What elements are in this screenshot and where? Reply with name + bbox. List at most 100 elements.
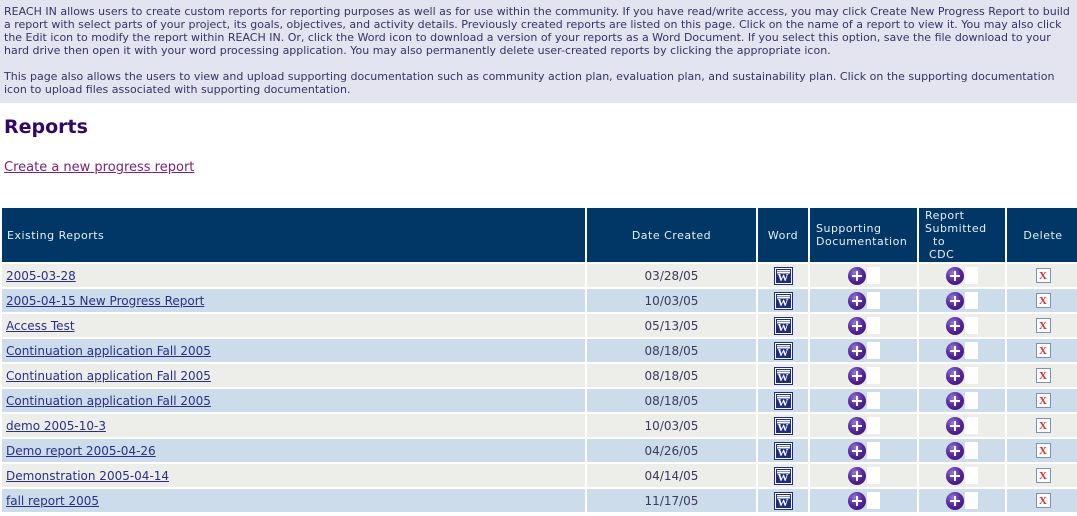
supporting-documentation-icon[interactable] bbox=[847, 391, 866, 410]
delete-cell: X bbox=[1007, 364, 1077, 389]
report-name-cell: Continuation application Fall 2005 bbox=[2, 364, 587, 389]
icon-spacer bbox=[965, 292, 978, 309]
supporting-documentation-icon-group bbox=[847, 416, 880, 435]
supporting-documentation-icon-group bbox=[847, 341, 880, 360]
word-icon[interactable]: W bbox=[773, 266, 793, 285]
word-icon[interactable]: W bbox=[773, 341, 793, 360]
word-cell: W bbox=[758, 389, 810, 414]
report-name-link[interactable]: fall report 2005 bbox=[6, 493, 100, 508]
supporting-documentation-icon[interactable] bbox=[847, 466, 866, 485]
report-submitted-to-cdc-icon-group bbox=[946, 391, 978, 410]
delete-icon[interactable]: X bbox=[1035, 493, 1051, 508]
report-name-link[interactable]: Access Test bbox=[6, 318, 75, 333]
supporting-documentation-icon[interactable] bbox=[847, 341, 866, 360]
delete-icon[interactable]: X bbox=[1035, 368, 1051, 383]
column-header-report-submitted-to-cdc: Report Submitted to CDC bbox=[919, 208, 1007, 264]
delete-icon[interactable]: X bbox=[1035, 293, 1051, 308]
report-submitted-to-cdc-cell bbox=[919, 489, 1007, 514]
table-row: Continuation application Fall 2005 08/18/… bbox=[2, 389, 1077, 414]
report-submitted-to-cdc-icon[interactable] bbox=[946, 441, 964, 460]
delete-cell: X bbox=[1007, 314, 1077, 339]
delete-icon[interactable]: X bbox=[1035, 343, 1051, 358]
report-name-cell: 2005-03-28 bbox=[2, 264, 587, 289]
word-icon-page-lines bbox=[776, 369, 790, 374]
table-row: 2005-03-28 03/28/05 W X bbox=[2, 264, 1077, 289]
delete-icon[interactable]: X bbox=[1035, 318, 1051, 333]
report-name-link[interactable]: Continuation application Fall 2005 bbox=[6, 393, 211, 408]
report-submitted-to-cdc-icon-group bbox=[946, 341, 978, 360]
icon-spacer bbox=[866, 442, 880, 459]
supporting-documentation-icon[interactable] bbox=[847, 441, 866, 460]
supporting-documentation-icon[interactable] bbox=[847, 491, 866, 510]
table-row: Demonstration 2005-04-14 04/14/05 W X bbox=[2, 464, 1077, 489]
table-row: fall report 2005 11/17/05 W X bbox=[2, 489, 1077, 514]
word-icon-page-lines bbox=[776, 294, 790, 299]
report-submitted-to-cdc-icon[interactable] bbox=[946, 341, 964, 360]
report-name-link[interactable]: Demo report 2005-04-26 bbox=[6, 443, 156, 458]
report-submitted-to-cdc-icon[interactable] bbox=[946, 391, 964, 410]
intro-text: REACH IN allows users to create custom r… bbox=[0, 0, 1077, 103]
report-date-created: 05/13/05 bbox=[587, 314, 758, 339]
table-row: Access Test 05/13/05 W X bbox=[2, 314, 1077, 339]
supporting-documentation-icon[interactable] bbox=[847, 366, 866, 385]
icon-spacer bbox=[866, 292, 880, 309]
table-row: demo 2005-10-3 10/03/05 W X bbox=[2, 414, 1077, 439]
report-name-link[interactable]: demo 2005-10-3 bbox=[6, 418, 106, 433]
report-name-link[interactable]: Demonstration 2005-04-14 bbox=[6, 468, 170, 483]
word-icon-page-lines bbox=[776, 319, 790, 324]
report-submitted-to-cdc-icon[interactable] bbox=[946, 316, 964, 335]
word-icon-glyph: W bbox=[777, 421, 789, 434]
word-cell: W bbox=[758, 489, 810, 514]
word-cell: W bbox=[758, 339, 810, 364]
report-name-link[interactable]: 2005-03-28 bbox=[6, 268, 76, 283]
word-icon[interactable]: W bbox=[773, 366, 793, 385]
report-submitted-to-cdc-icon[interactable] bbox=[946, 291, 964, 310]
create-progress-report-link[interactable]: Create a new progress report bbox=[4, 160, 195, 175]
supporting-documentation-icon-group bbox=[847, 466, 880, 485]
report-submitted-to-cdc-icon-group bbox=[946, 291, 978, 310]
word-icon[interactable]: W bbox=[773, 316, 793, 335]
report-name-link[interactable]: Continuation application Fall 2005 bbox=[6, 368, 211, 383]
report-submitted-to-cdc-icon-group bbox=[946, 416, 978, 435]
report-submitted-to-cdc-icon[interactable] bbox=[946, 491, 964, 510]
supporting-documentation-icon[interactable] bbox=[847, 266, 866, 285]
report-submitted-to-cdc-icon[interactable] bbox=[946, 266, 964, 285]
report-submitted-to-cdc-icon[interactable] bbox=[946, 366, 964, 385]
delete-icon[interactable]: X bbox=[1035, 468, 1051, 483]
report-submitted-to-cdc-cell bbox=[919, 339, 1007, 364]
word-icon[interactable]: W bbox=[773, 491, 793, 510]
column-header-supporting-documentation: Supporting Documentation bbox=[810, 208, 919, 264]
word-cell: W bbox=[758, 464, 810, 489]
supporting-documentation-icon[interactable] bbox=[847, 416, 866, 435]
word-icon[interactable]: W bbox=[773, 416, 793, 435]
delete-icon[interactable]: X bbox=[1035, 443, 1051, 458]
word-icon-glyph: W bbox=[777, 271, 789, 284]
report-name-link[interactable]: Continuation application Fall 2005 bbox=[6, 343, 211, 358]
report-date-created: 08/18/05 bbox=[587, 339, 758, 364]
supporting-documentation-icon-group bbox=[847, 366, 880, 385]
report-submitted-to-cdc-icon[interactable] bbox=[946, 466, 964, 485]
word-icon[interactable]: W bbox=[773, 441, 793, 460]
reports-table: Existing Reports Date Created Word Suppo… bbox=[0, 208, 1077, 514]
delete-icon[interactable]: X bbox=[1035, 393, 1051, 408]
report-submitted-to-cdc-cell bbox=[919, 389, 1007, 414]
report-name-cell: Access Test bbox=[2, 314, 587, 339]
word-icon[interactable]: W bbox=[773, 391, 793, 410]
word-icon-glyph: W bbox=[777, 496, 789, 509]
report-name-link[interactable]: 2005-04-15 New Progress Report bbox=[6, 293, 205, 308]
word-icon-page-lines bbox=[776, 269, 790, 274]
word-icon[interactable]: W bbox=[773, 466, 793, 485]
supporting-documentation-cell bbox=[810, 414, 919, 439]
delete-icon[interactable]: X bbox=[1035, 268, 1051, 283]
word-cell: W bbox=[758, 289, 810, 314]
report-submitted-to-cdc-cell bbox=[919, 439, 1007, 464]
supporting-documentation-icon[interactable] bbox=[847, 291, 866, 310]
word-icon[interactable]: W bbox=[773, 291, 793, 310]
report-date-created: 08/18/05 bbox=[587, 389, 758, 414]
report-submitted-to-cdc-icon[interactable] bbox=[946, 416, 964, 435]
delete-cell: X bbox=[1007, 439, 1077, 464]
delete-icon[interactable]: X bbox=[1035, 418, 1051, 433]
supporting-documentation-cell bbox=[810, 339, 919, 364]
icon-spacer bbox=[965, 392, 978, 409]
supporting-documentation-icon[interactable] bbox=[847, 316, 866, 335]
